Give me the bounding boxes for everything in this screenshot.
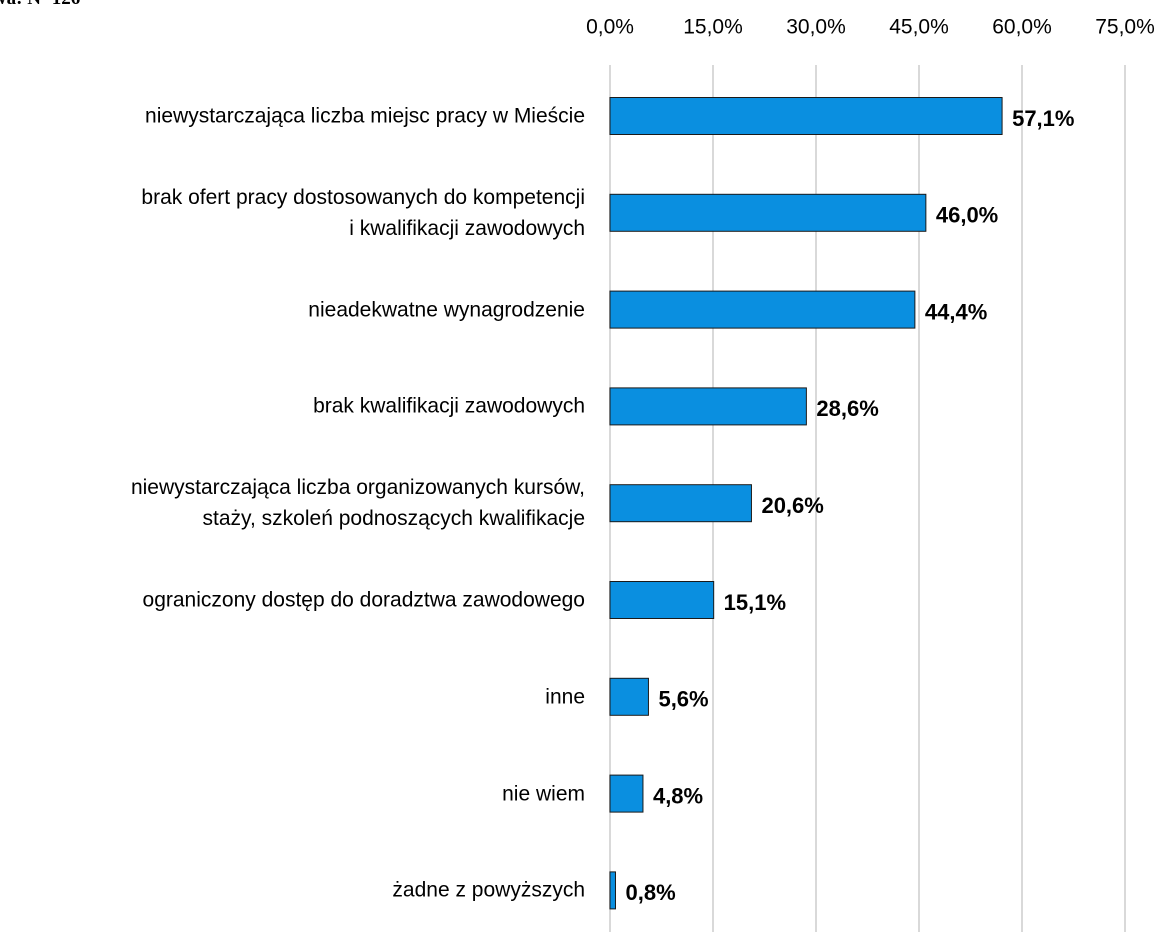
bar xyxy=(609,774,644,813)
x-tick-label: 75,0% xyxy=(1095,16,1155,39)
data-label: 20,6% xyxy=(761,493,823,518)
data-label: 0,8% xyxy=(625,880,675,905)
y-tick-label: brak kwalifikacji zawodowych xyxy=(313,394,585,418)
y-tick-label: nieadekwatne wynagrodzenie xyxy=(308,298,585,322)
x-tick-label: 15,0% xyxy=(683,16,743,39)
bar xyxy=(609,193,927,232)
bar xyxy=(609,97,1003,135)
y-tick-label: żadne z powyższych xyxy=(392,878,585,902)
x-tick-label: 45,0% xyxy=(889,16,949,39)
bar xyxy=(609,484,752,523)
y-tick-label: brak ofert pracy dostosowanych do kompet… xyxy=(141,185,585,240)
data-label: 57,1% xyxy=(1012,106,1074,131)
data-label: 4,8% xyxy=(653,783,703,808)
bar xyxy=(609,290,916,329)
data-label: 46,0% xyxy=(936,203,998,228)
bar xyxy=(609,871,616,910)
y-tick-label: inne xyxy=(545,685,585,709)
data-label: 44,4% xyxy=(925,299,987,324)
subtitle: Podstawa: N=126 xyxy=(0,0,80,10)
data-label: 5,6% xyxy=(658,687,708,712)
y-tick-label: ograniczony dostęp do doradztwa zawodowe… xyxy=(142,588,585,612)
data-label: 15,1% xyxy=(724,590,786,615)
bar xyxy=(609,581,715,619)
bar xyxy=(609,387,807,426)
data-label: 28,6% xyxy=(816,396,878,421)
x-tick-label: 0,0% xyxy=(586,16,634,39)
y-tick-label: niewystarczająca liczba miejsc pracy w M… xyxy=(145,104,585,128)
y-tick-label: nie wiem xyxy=(502,782,585,806)
x-tick-label: 60,0% xyxy=(992,16,1052,39)
x-tick-label: 30,0% xyxy=(786,16,846,39)
y-tick-label: niewystarczająca liczba organizowanych k… xyxy=(130,476,585,531)
bar xyxy=(609,677,649,716)
